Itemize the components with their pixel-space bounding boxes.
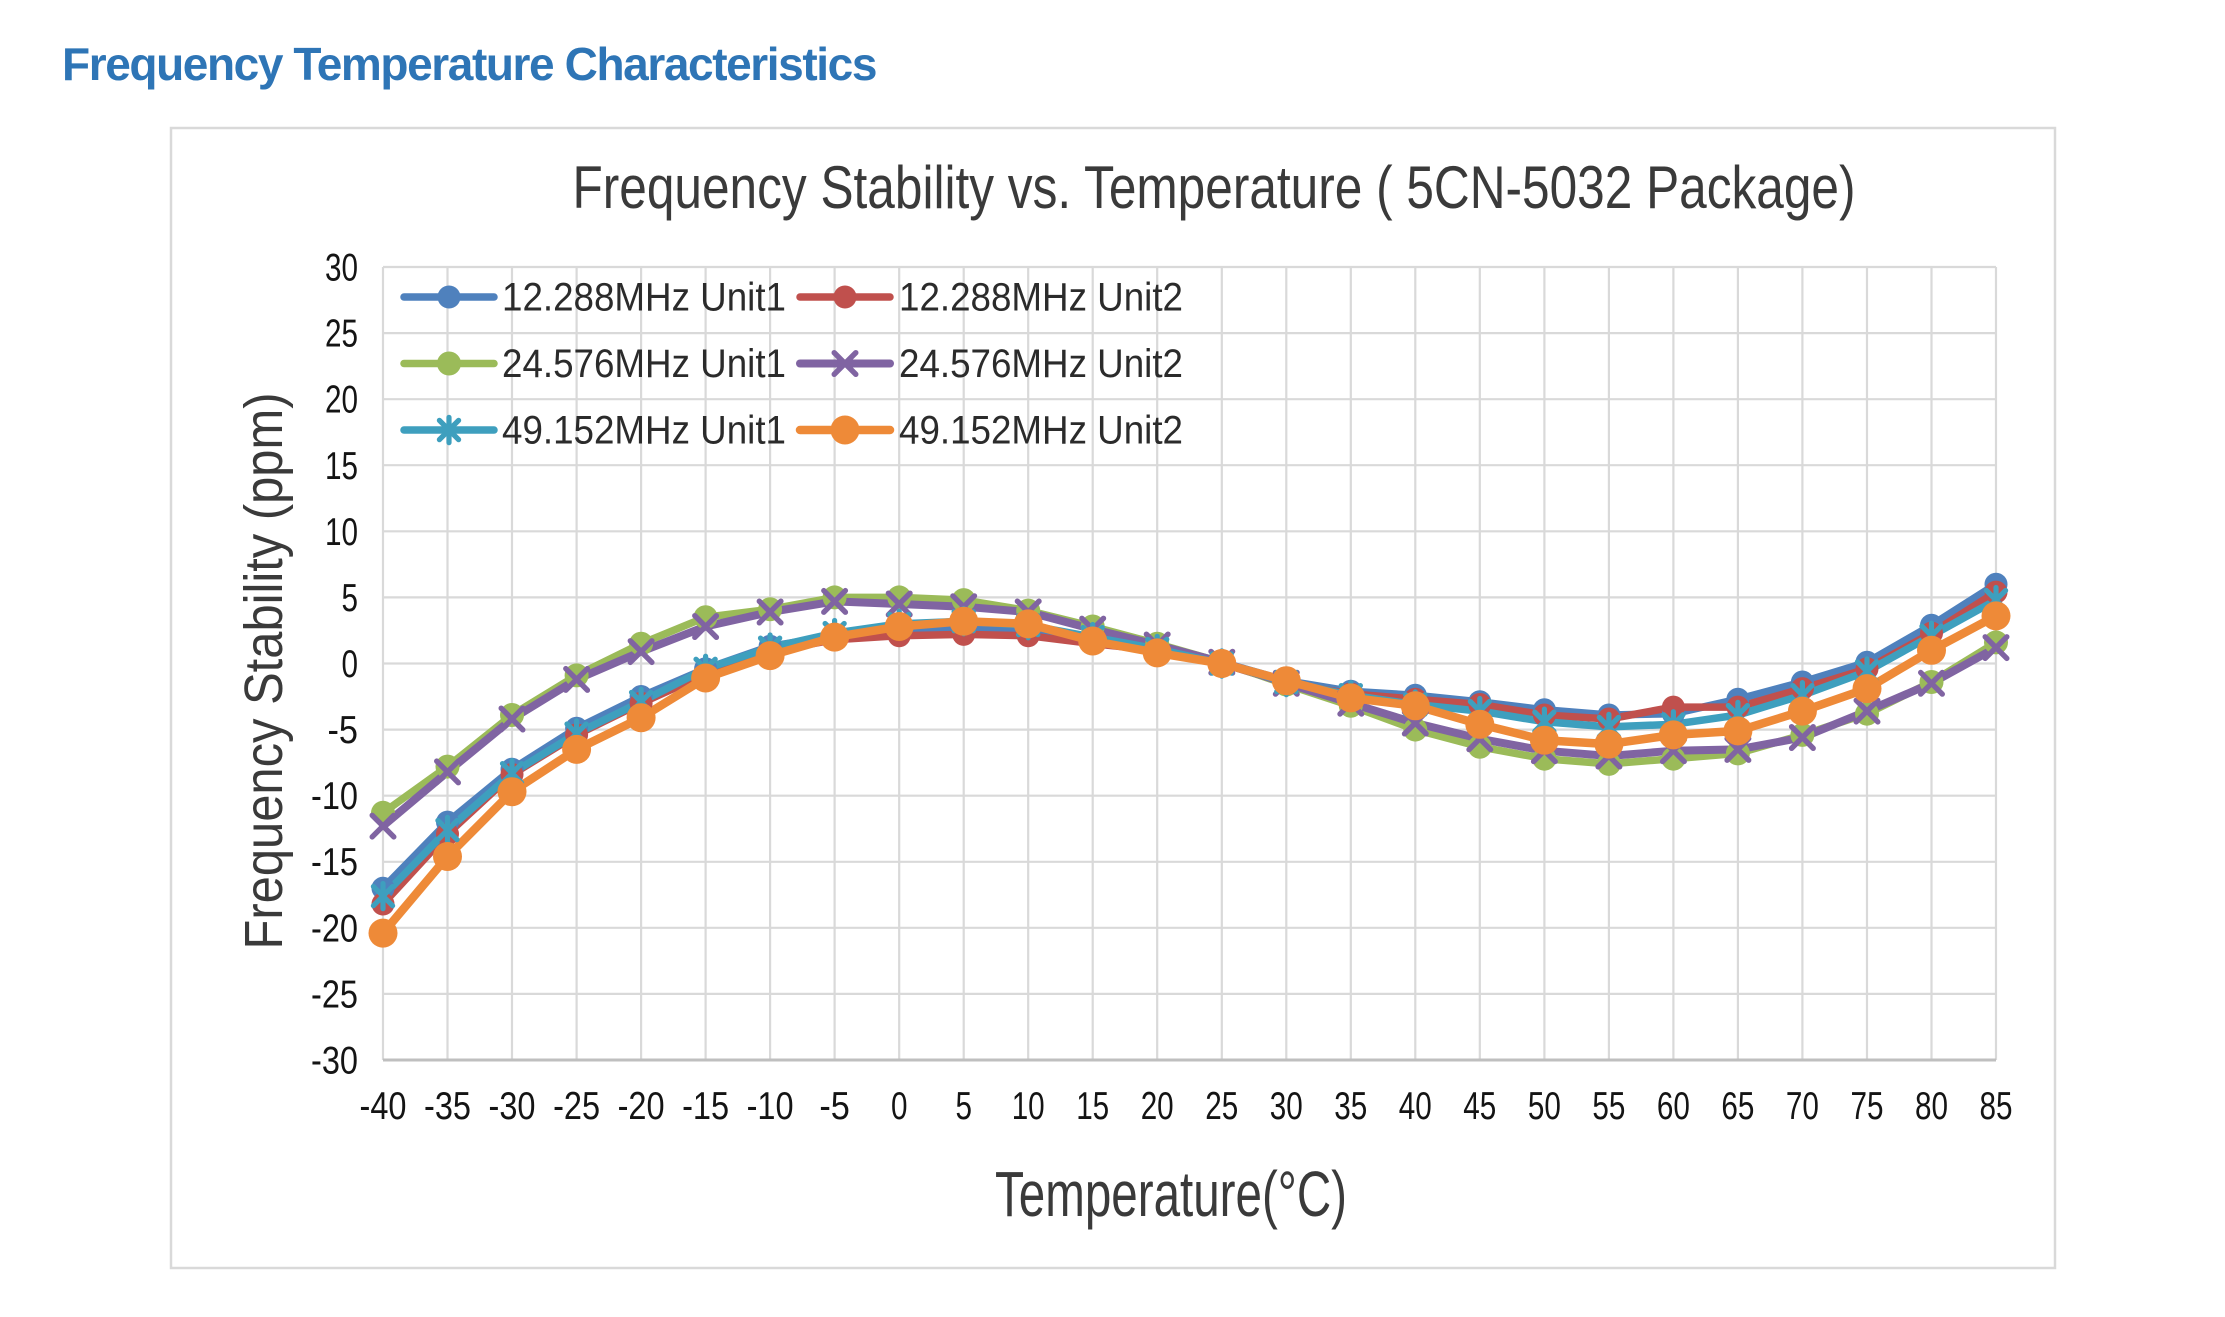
- svg-text:-35: -35: [424, 1085, 471, 1128]
- svg-text:24.576MHz Unit2: 24.576MHz Unit2: [899, 342, 1183, 386]
- svg-text:25: 25: [325, 313, 358, 356]
- svg-text:5: 5: [955, 1085, 972, 1128]
- svg-text:Frequency Stability vs. Temper: Frequency Stability vs. Temperature ( 5C…: [573, 154, 1856, 221]
- svg-text:75: 75: [1851, 1085, 1884, 1128]
- svg-text:30: 30: [325, 247, 358, 290]
- svg-text:15: 15: [325, 445, 358, 488]
- svg-text:12.288MHz Unit2: 12.288MHz Unit2: [899, 276, 1183, 320]
- svg-text:-5: -5: [328, 709, 359, 752]
- svg-text:10: 10: [325, 511, 358, 554]
- svg-text:-5: -5: [819, 1085, 850, 1128]
- svg-text:25: 25: [1205, 1085, 1238, 1128]
- svg-text:35: 35: [1334, 1085, 1367, 1128]
- svg-text:20: 20: [325, 379, 358, 422]
- svg-text:70: 70: [1786, 1085, 1819, 1128]
- svg-text:5: 5: [342, 577, 359, 620]
- svg-text:-30: -30: [489, 1085, 536, 1128]
- svg-text:-15: -15: [311, 841, 358, 884]
- svg-text:85: 85: [1980, 1085, 2013, 1128]
- svg-text:60: 60: [1657, 1085, 1690, 1128]
- svg-text:0: 0: [891, 1085, 908, 1128]
- svg-text:65: 65: [1721, 1085, 1754, 1128]
- svg-text:-20: -20: [311, 907, 358, 950]
- svg-text:Frequency Stability (ppm): Frequency Stability (ppm): [234, 393, 294, 950]
- svg-text:24.576MHz Unit1: 24.576MHz Unit1: [502, 342, 786, 386]
- svg-text:-40: -40: [360, 1085, 407, 1128]
- svg-text:-15: -15: [682, 1085, 729, 1128]
- svg-text:-25: -25: [553, 1085, 600, 1128]
- svg-text:50: 50: [1528, 1085, 1561, 1128]
- svg-text:45: 45: [1463, 1085, 1496, 1128]
- svg-text:-30: -30: [311, 1040, 358, 1083]
- svg-text:10: 10: [1012, 1085, 1045, 1128]
- svg-text:Frequency Temperature Characte: Frequency Temperature Characteristics: [62, 38, 876, 90]
- svg-text:Temperature(°C): Temperature(°C): [995, 1158, 1347, 1230]
- svg-text:55: 55: [1592, 1085, 1625, 1128]
- svg-text:40: 40: [1399, 1085, 1432, 1128]
- svg-text:-10: -10: [747, 1085, 794, 1128]
- svg-text:49.152MHz Unit1: 49.152MHz Unit1: [502, 409, 786, 453]
- svg-text:0: 0: [342, 643, 359, 686]
- svg-text:-25: -25: [311, 973, 358, 1016]
- svg-text:20: 20: [1141, 1085, 1174, 1128]
- svg-text:49.152MHz Unit2: 49.152MHz Unit2: [899, 409, 1183, 453]
- svg-text:15: 15: [1076, 1085, 1109, 1128]
- svg-text:80: 80: [1915, 1085, 1948, 1128]
- svg-text:-20: -20: [618, 1085, 665, 1128]
- svg-text:30: 30: [1270, 1085, 1303, 1128]
- svg-text:12.288MHz Unit1: 12.288MHz Unit1: [502, 276, 786, 320]
- svg-text:-10: -10: [311, 775, 358, 818]
